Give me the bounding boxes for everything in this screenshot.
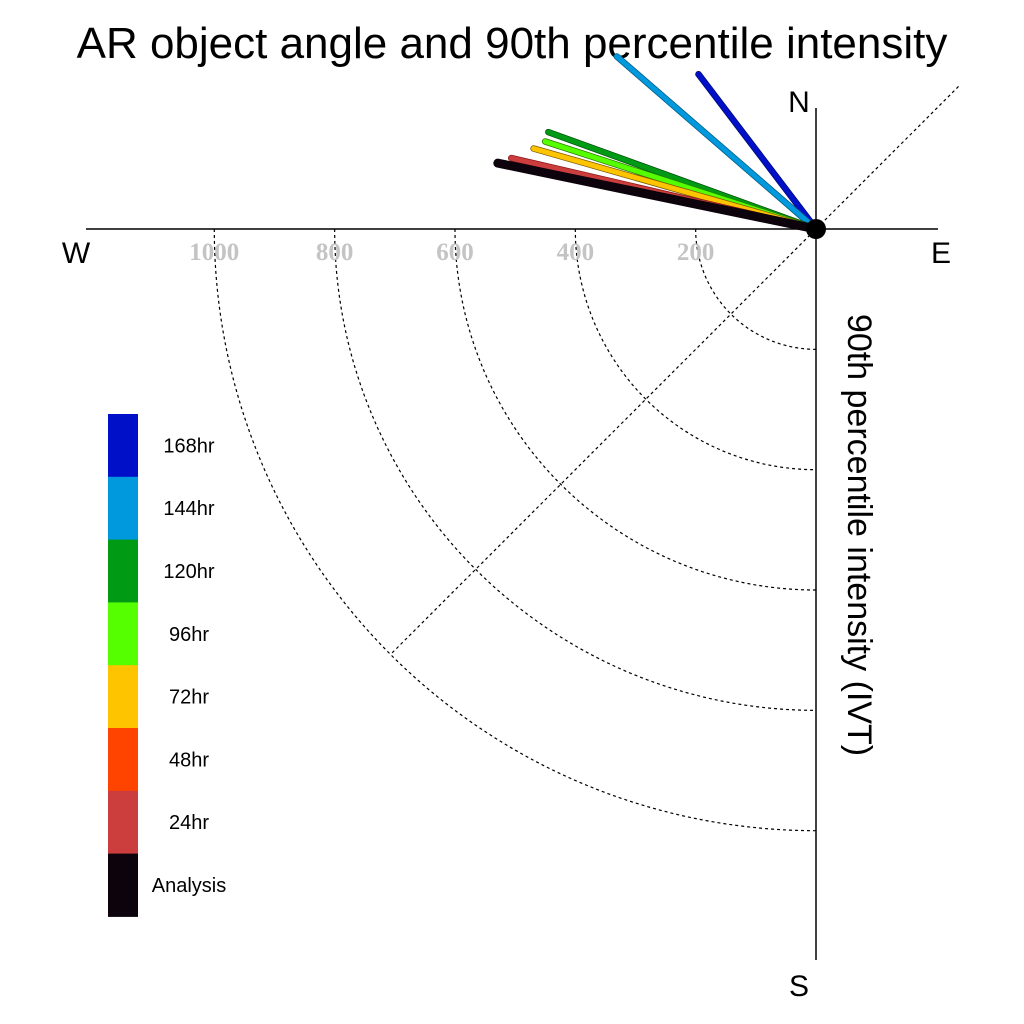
legend-label-24hr: 24hr bbox=[169, 812, 209, 834]
tick-label-200: 200 bbox=[677, 239, 715, 266]
compass-east: E bbox=[931, 237, 951, 270]
radial-ticks: 200 400 600 800 1000 bbox=[189, 239, 714, 266]
legend-label-96hr: 96hr bbox=[169, 624, 209, 646]
legend-label-120hr: 120hr bbox=[163, 561, 214, 583]
compass-west: W bbox=[62, 237, 91, 270]
legend-label-48hr: 48hr bbox=[169, 749, 209, 771]
legend-swatch-24hr bbox=[108, 790, 138, 855]
grid-arc-600 bbox=[454, 228, 817, 591]
legend-swatch-72hr bbox=[108, 665, 138, 729]
compass-north: N bbox=[788, 86, 810, 119]
grid-arc-400 bbox=[574, 228, 817, 471]
legend-label-72hr: 72hr bbox=[169, 687, 209, 709]
legend-swatch-48hr bbox=[108, 728, 138, 792]
legend-label-analysis: Analysis bbox=[152, 875, 226, 897]
grid-arc-800 bbox=[334, 228, 817, 711]
legend-label-144hr: 144hr bbox=[163, 498, 214, 520]
series-lines bbox=[493, 53, 821, 234]
series-line-144hr bbox=[614, 53, 819, 232]
tick-label-600: 600 bbox=[436, 239, 474, 266]
series-line-168hr bbox=[695, 71, 819, 232]
radial-axis-label: 90th percentile intensity (IVT) bbox=[840, 314, 878, 756]
compass-south: S bbox=[789, 970, 809, 1003]
legend-swatch-96hr bbox=[108, 602, 138, 666]
tick-label-800: 800 bbox=[316, 239, 354, 266]
tick-label-400: 400 bbox=[557, 239, 595, 266]
grid-arc-1000 bbox=[213, 228, 817, 832]
grid-diagonal bbox=[390, 86, 959, 655]
legend: 168hr 144hr 120hr 96hr 72hr 48hr 24hr Analysis bbox=[108, 414, 226, 917]
tick-label-1000: 1000 bbox=[189, 239, 239, 266]
chart-title: AR object angle and 90th percentile inte… bbox=[77, 19, 948, 68]
legend-swatch-analysis bbox=[108, 853, 138, 917]
origin-marker bbox=[806, 219, 826, 239]
series-line-analysis bbox=[493, 158, 821, 234]
legend-swatch-144hr bbox=[108, 476, 138, 541]
legend-swatch-168hr bbox=[108, 414, 138, 478]
grid-arc-200 bbox=[695, 228, 817, 350]
legend-swatch-120hr bbox=[108, 539, 138, 603]
legend-label-168hr: 168hr bbox=[163, 435, 214, 457]
grid-arcs bbox=[213, 86, 959, 832]
